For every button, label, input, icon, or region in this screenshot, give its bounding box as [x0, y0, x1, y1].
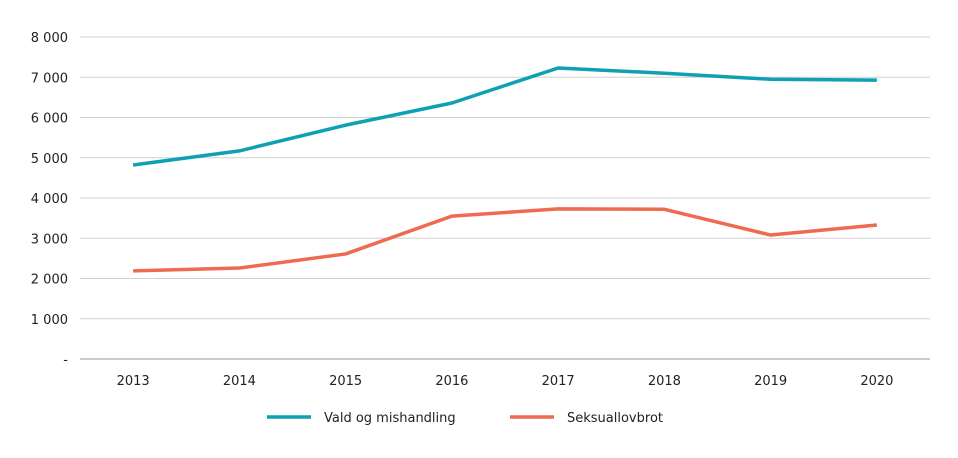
y-tick-label: 5 000 — [31, 152, 68, 167]
y-tick-label: 8 000 — [31, 31, 68, 46]
series-line-0 — [133, 68, 877, 165]
y-tick-label: 2 000 — [31, 273, 68, 288]
y-tick-label: 6 000 — [31, 112, 68, 127]
legend-label: Seksuallovbrot — [567, 411, 663, 426]
series-line-1 — [133, 209, 877, 271]
x-tick-label: 2014 — [223, 374, 256, 389]
x-tick-label: 2019 — [754, 374, 787, 389]
y-tick-label: 1 000 — [31, 313, 68, 328]
x-tick-label: 2020 — [860, 374, 893, 389]
y-tick-label: 3 000 — [31, 232, 68, 247]
x-tick-label: 2018 — [648, 374, 681, 389]
x-tick-label: 2017 — [542, 374, 575, 389]
y-tick-label: - — [63, 353, 68, 368]
x-tick-label: 2015 — [329, 374, 362, 389]
x-tick-label: 2016 — [435, 374, 468, 389]
y-tick-label: 7 000 — [31, 71, 68, 86]
y-tick-label: 4 000 — [31, 192, 68, 207]
legend-label: Vald og mishandling — [324, 411, 456, 426]
x-tick-label: 2013 — [117, 374, 150, 389]
